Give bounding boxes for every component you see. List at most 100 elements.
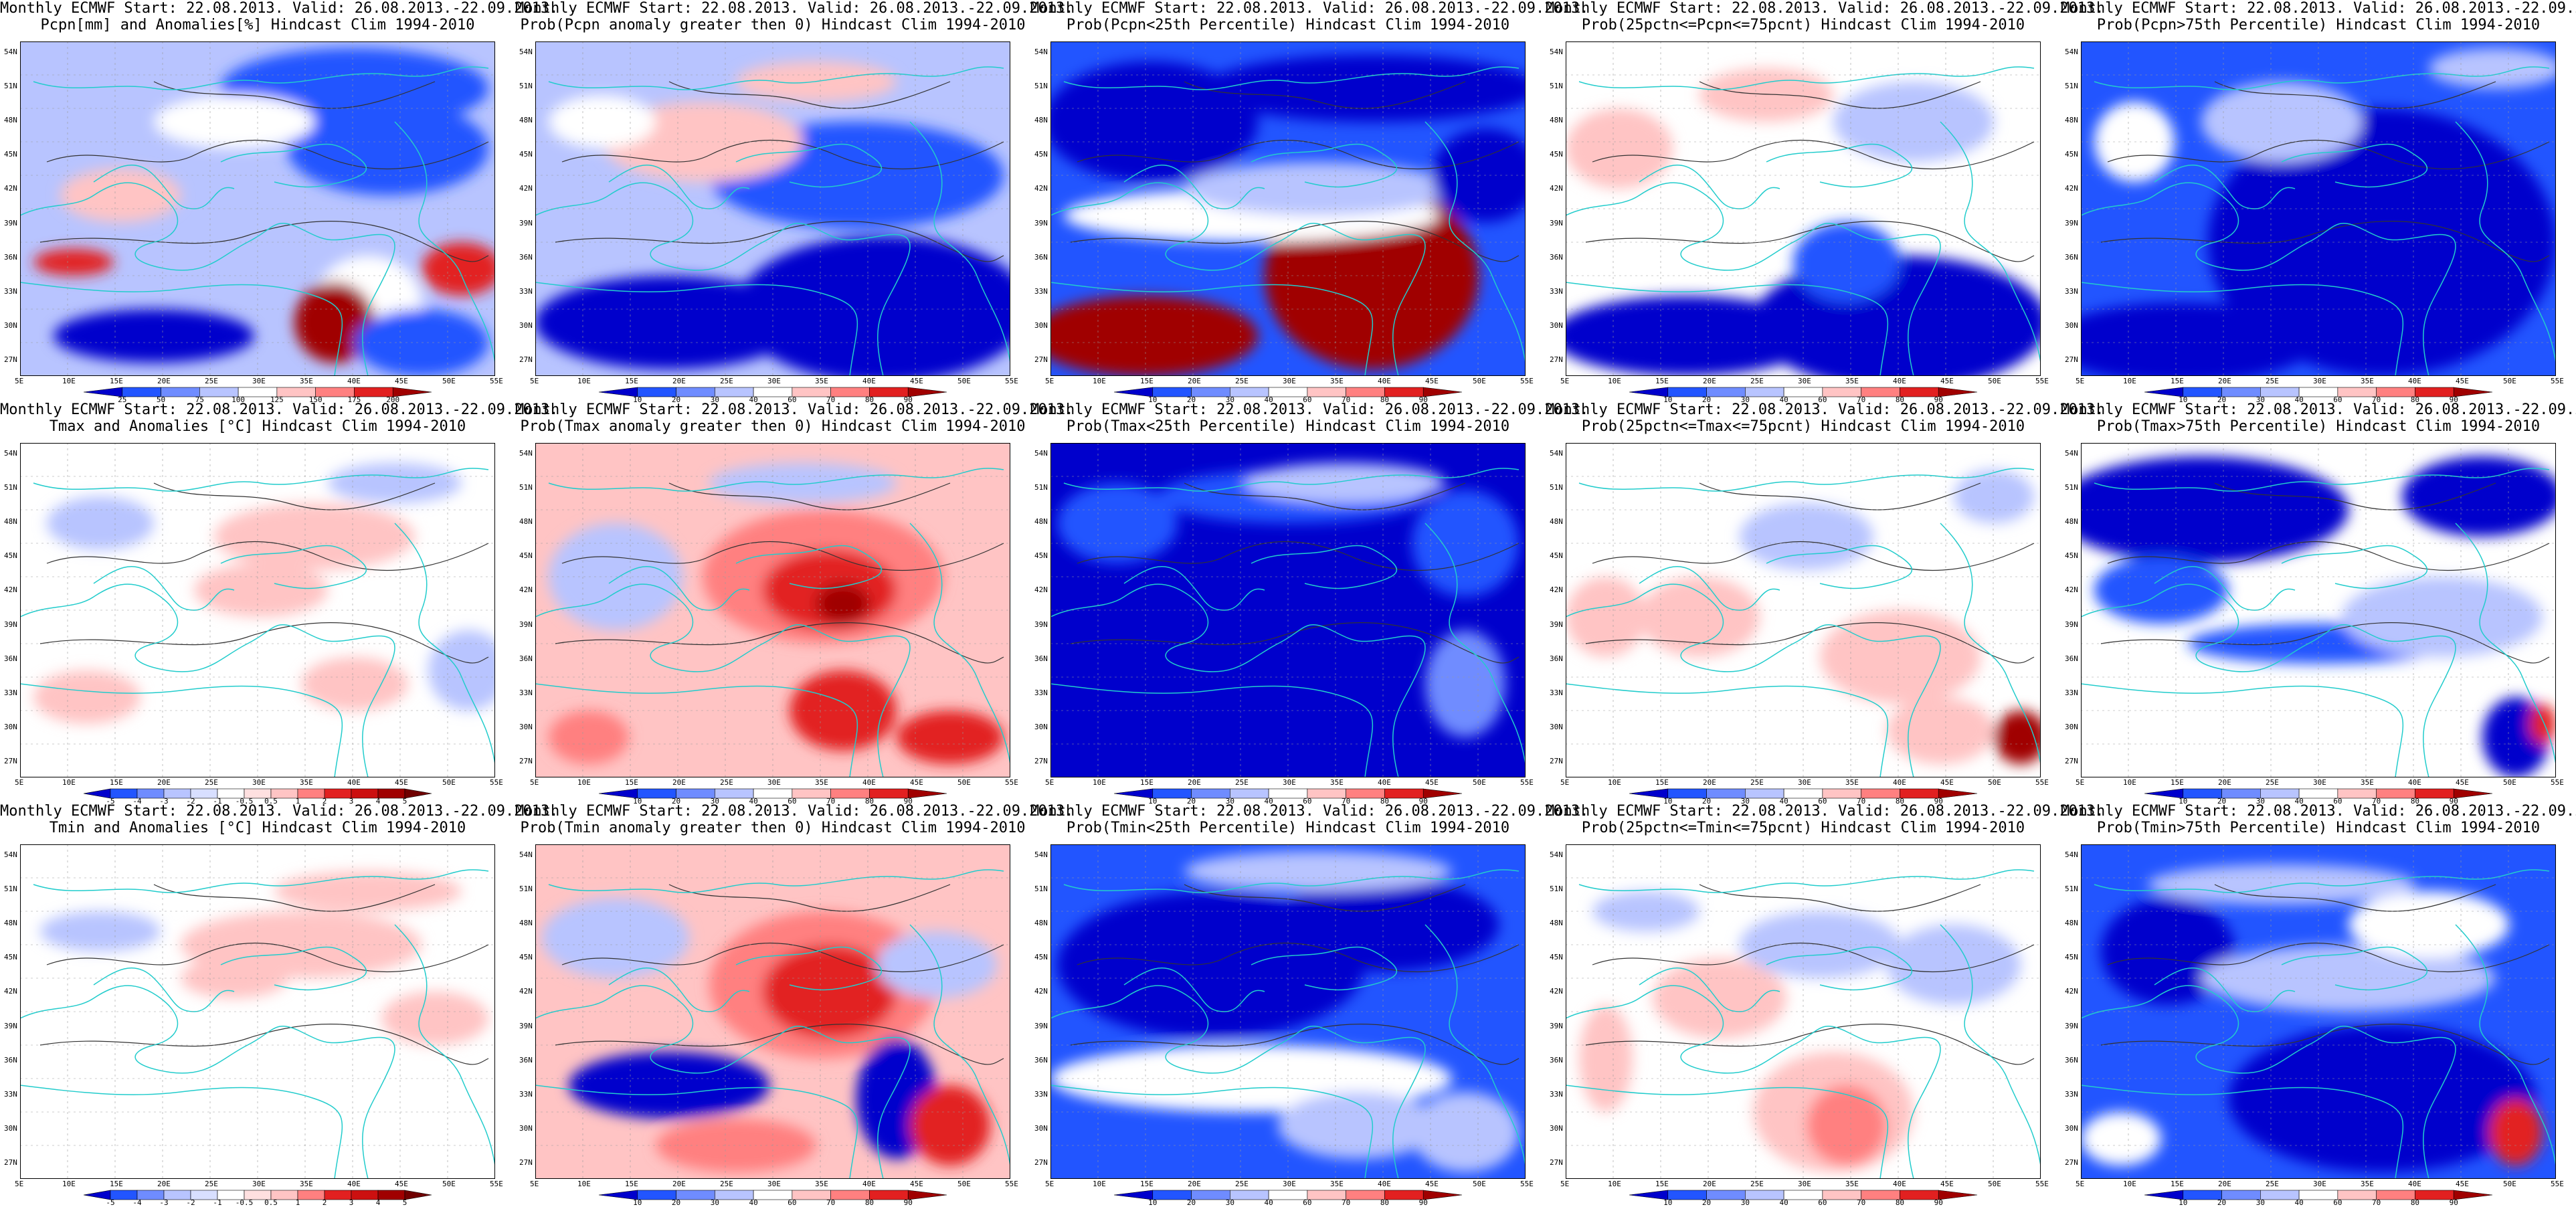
color-scale-segment [1938,788,1978,799]
color-scale-segment [2298,387,2338,397]
color-scale-segment [297,788,325,799]
latitude-label: 54N [519,48,533,56]
color-scale-label: 20 [671,395,681,404]
latitude-label: 39N [4,1021,17,1030]
panel-title-line1: Monthly ECMWF Start: 22.08.2013. Valid: … [1546,803,2104,820]
color-scale-segment [2221,788,2261,799]
latitude-label: 42N [4,585,17,595]
latitude-label: 30N [519,320,533,330]
panel-title-line1: Monthly ECMWF Start: 22.08.2013. Valid: … [1546,401,2104,418]
longitude-label: 15E [1140,778,1154,787]
longitude-label: 40E [1378,377,1391,385]
color-scale-segment [404,788,432,799]
field-shading [1184,851,1452,891]
color-scale-segment [1230,788,1269,799]
panel-title-line1: Monthly ECMWF Start: 22.08.2013. Valid: … [2061,0,2576,17]
panel-title-line2: Prob(Tmin>75th Percentile) Hindcast Clim… [2096,820,2541,836]
longitude-label: 25E [720,778,733,787]
color-scale-segment [1861,387,1900,397]
color-scale-segment [2183,1190,2222,1200]
color-scale-label: 200 [386,395,400,404]
latitude-label: 54N [2065,850,2078,859]
longitude-label: 45E [395,1180,408,1188]
latitude-label: 51N [1034,483,1048,492]
color-scale-segment [1783,1190,1823,1200]
contour-lines [1070,81,1520,262]
longitude-label: 25E [205,1180,218,1188]
latitude-label: 39N [1034,1021,1048,1030]
forecast-map-panel: Monthly ECMWF Start: 22.08.2013. Valid: … [2061,0,2576,404]
latitude-label: 48N [2065,116,2078,125]
color-scale-segment [1307,387,1346,397]
color-scale-segment [1191,1190,1230,1200]
color-scale-label: 10 [633,797,642,806]
latitude-label: 51N [1550,82,1563,91]
longitude-label: 45E [1940,377,1954,385]
color-scale-label: 30 [1225,1198,1234,1207]
coastlines [1050,468,1526,777]
latitude-label: 54N [4,449,17,458]
longitude-label: 40E [862,377,876,385]
color-scale-label: 90 [2449,1198,2458,1207]
color-scale-label: 40 [1264,1198,1273,1207]
longitude-label: 55E [1005,778,1018,787]
color-scale-label: 70 [826,797,836,806]
field-shading [328,463,462,503]
color-scale-label: 20 [2217,395,2227,404]
latitude-label: 45N [1034,551,1048,561]
latitude-label: 42N [519,585,533,595]
color-scale-segment [1667,1190,1707,1200]
contour-lines [555,884,1004,1065]
color-scale-bar [2144,788,2493,799]
color-scale-label: 80 [864,395,875,404]
graticule [535,844,1010,1179]
coastlines [535,869,1010,1179]
color-scale-segment [1629,788,1669,799]
color-scale-label: 30 [1225,797,1234,806]
graticule [1050,844,1526,1179]
color-scale-segment [83,387,123,397]
latitude-label: 54N [519,850,533,859]
coastlines [1566,468,2041,777]
longitude-label: 35E [815,1180,828,1188]
latitude-label: 54N [4,48,17,56]
forecast-map [1566,41,2041,376]
color-scale-segment [1346,1190,1385,1200]
longitude-label: 40E [862,778,876,787]
latitude-label: 27N [2065,1158,2078,1167]
panel-title-line1: Monthly ECMWF Start: 22.08.2013. Valid: … [1030,0,1589,17]
color-scale-label: 60 [788,395,797,404]
longitude-label: 15E [1655,778,1669,787]
color-scale-label: 70 [1857,797,1866,806]
color-scale-segment [1191,387,1230,397]
forecast-map [20,443,495,777]
panel-title-line2: Prob(Tmax>75th Percentile) Hindcast Clim… [2096,418,2541,435]
latitude-label: 30N [1550,320,1563,330]
latitude-label: 30N [4,1123,17,1133]
latitude-label: 33N [4,688,17,697]
latitude-label: 27N [519,757,533,765]
color-scale-label: 80 [1895,797,1905,806]
color-scale-label: 70 [1857,1198,1866,1207]
latitude-label: 39N [1550,218,1563,227]
forecast-map-panel: Monthly ECMWF Start: 22.08.2013. Valid: … [0,0,558,404]
latitude-label: 39N [519,218,533,227]
panel-title-line2: Prob(25pctn<=Tmax<=75pcnt) Hindcast Clim… [1581,418,2025,435]
color-scale-segment [2144,387,2184,397]
map-frame [2081,443,2556,777]
color-scale-label: 70 [1342,1198,1351,1207]
latitude-label: 30N [2065,722,2078,731]
panel-title-line1: Monthly ECMWF Start: 22.08.2013. Valid: … [1030,401,1589,418]
color-scale-label: 1 [295,1198,300,1207]
latitude-label: 42N [519,184,533,193]
latitude-label: 48N [1550,116,1563,125]
longitude-label: 20E [157,778,171,787]
longitude-label: 40E [1378,778,1391,787]
color-scale-label: 40 [2294,1198,2304,1207]
color-scale-label: 10 [2179,395,2188,404]
color-scale-segment [1268,1190,1308,1200]
longitude-label: 55E [2551,377,2564,385]
latitude-label: 45N [4,551,17,561]
latitude-label: 48N [519,116,533,125]
forecast-map-panel: Monthly ECMWF Start: 22.08.2013. Valid: … [1030,803,1588,1207]
